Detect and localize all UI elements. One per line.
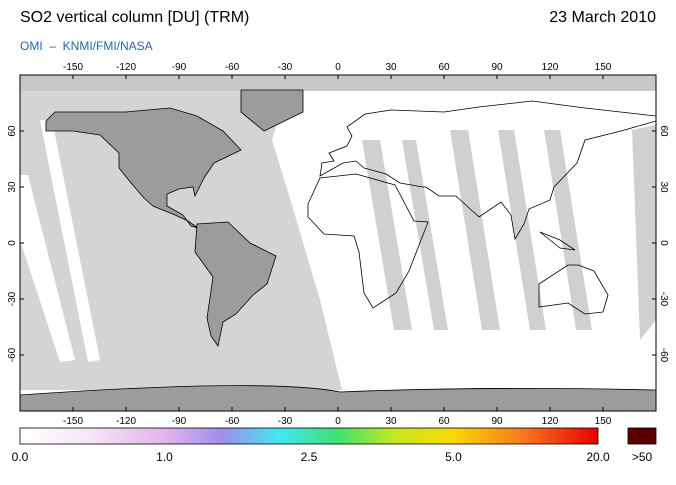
lat-tick-label: 30 bbox=[658, 181, 669, 193]
lon-tick-label: 0 bbox=[335, 416, 341, 427]
colorbar-label: 2.5 bbox=[301, 450, 318, 464]
no-data-region bbox=[20, 75, 342, 390]
title: SO2 vertical column [DU] (TRM) bbox=[20, 9, 249, 26]
lat-tick-label: -60 bbox=[658, 348, 669, 363]
lon-tick-label: 30 bbox=[385, 416, 397, 427]
orbit-gaps bbox=[362, 125, 656, 340]
lon-tick-label: -30 bbox=[278, 62, 293, 73]
lon-tick-label: -150 bbox=[63, 62, 83, 73]
lat-tick-label: -60 bbox=[7, 347, 18, 362]
south-america bbox=[194, 221, 277, 347]
antarctica bbox=[20, 385, 656, 411]
source: OMI – KNMI/FMI/NASA bbox=[20, 39, 153, 53]
lat-tick-label: 0 bbox=[658, 240, 669, 246]
lon-tick-label: 60 bbox=[438, 416, 450, 427]
lon-tick-label: 90 bbox=[491, 62, 503, 73]
lon-tick-label: -120 bbox=[116, 416, 136, 427]
lat-tick-label: 60 bbox=[7, 125, 18, 137]
lon-tick-label: 120 bbox=[542, 62, 559, 73]
lon-tick-label: 90 bbox=[491, 416, 503, 427]
lon-tick-label: 30 bbox=[385, 62, 397, 73]
africa bbox=[307, 173, 429, 309]
map bbox=[20, 75, 656, 411]
lon-tick-label: 120 bbox=[542, 416, 559, 427]
lat-tick-label: 60 bbox=[658, 125, 669, 137]
lat-tick-label: -30 bbox=[658, 292, 669, 307]
colorbar-label: 1.0 bbox=[156, 450, 173, 464]
colorbar bbox=[19, 427, 599, 445]
colorbar-overflow bbox=[627, 427, 657, 445]
axes: -150 -150 -120 -120 -90 -90 -60 -60 -30 -30 0 0 30 30… bbox=[7, 62, 669, 464]
australia bbox=[538, 264, 609, 315]
lat-tick-label: 30 bbox=[7, 181, 18, 193]
lon-tick-label: -90 bbox=[172, 416, 187, 427]
colorbar-overflow-label: >50 bbox=[632, 450, 653, 464]
lon-tick-label: -150 bbox=[63, 416, 83, 427]
eurasia bbox=[319, 100, 656, 241]
orbit-swath bbox=[20, 175, 75, 362]
lon-tick-label: 0 bbox=[335, 62, 341, 73]
lon-tick-label: -60 bbox=[225, 416, 240, 427]
lon-tick-label: -90 bbox=[172, 62, 187, 73]
lat-tick-label: 0 bbox=[7, 240, 18, 246]
lon-tick-label: 150 bbox=[595, 62, 612, 73]
date: 23 March 2010 bbox=[549, 9, 656, 26]
north-america bbox=[45, 107, 242, 229]
greenland bbox=[240, 89, 304, 132]
lon-tick-label: -30 bbox=[278, 416, 293, 427]
colorbar-label: 0.0 bbox=[12, 450, 29, 464]
lon-tick-label: -60 bbox=[225, 62, 240, 73]
indonesia bbox=[539, 231, 576, 251]
lon-tick-label: -120 bbox=[116, 62, 136, 73]
orbit-swath bbox=[40, 120, 100, 362]
lon-tick-label: 60 bbox=[438, 62, 450, 73]
lat-tick-label: -30 bbox=[7, 291, 18, 306]
colorbar-label: 5.0 bbox=[445, 450, 462, 464]
lon-tick-label: 150 bbox=[595, 416, 612, 427]
colorbar-label: 20.0 bbox=[586, 450, 610, 464]
